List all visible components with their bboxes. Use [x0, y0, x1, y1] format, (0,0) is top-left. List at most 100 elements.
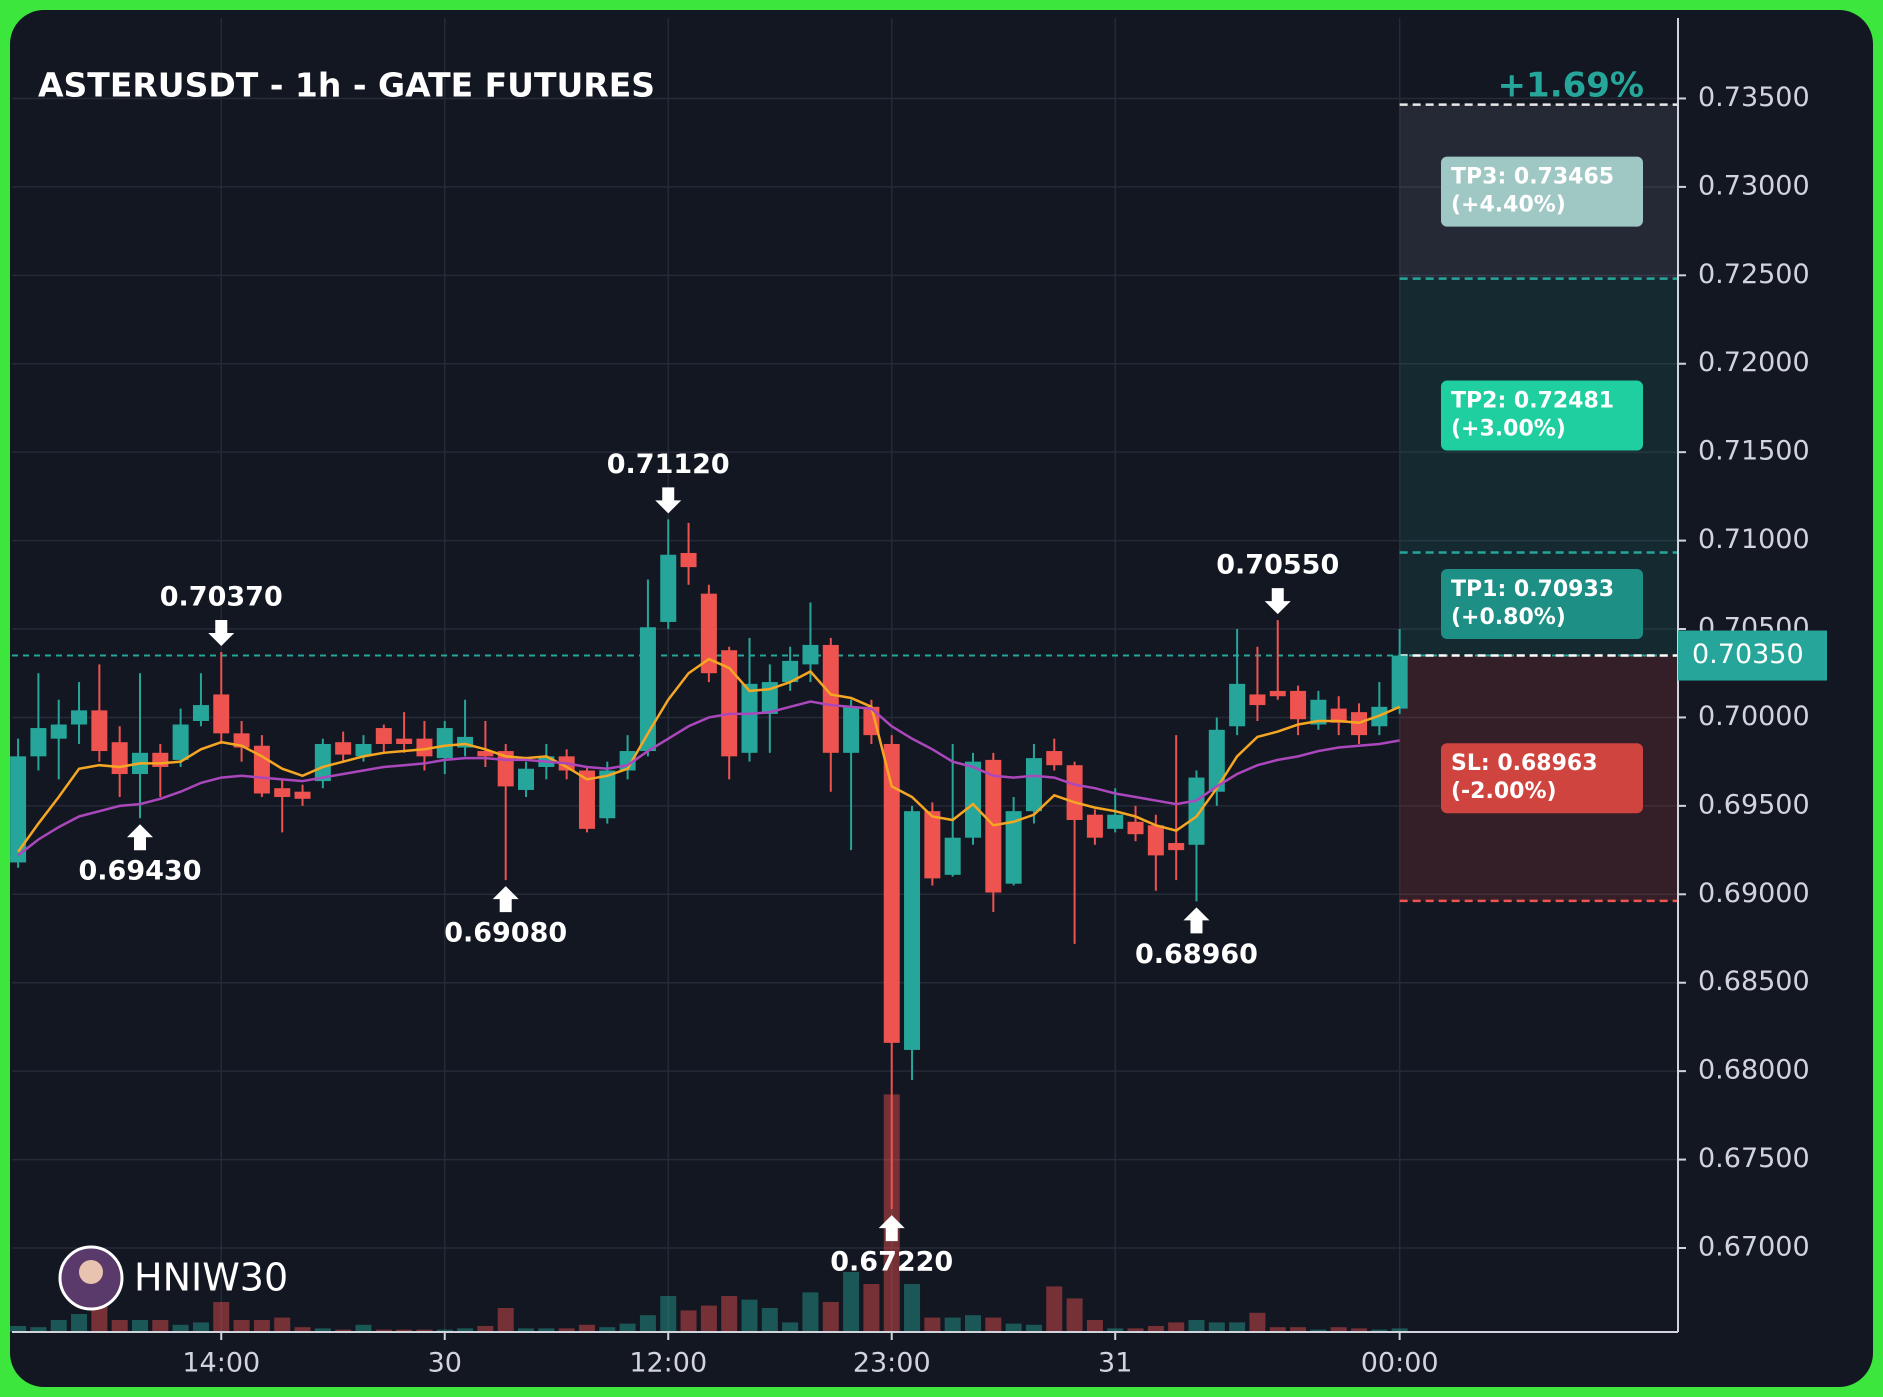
y-tick-label: 0.73500	[1698, 82, 1810, 113]
volume-bar	[355, 1324, 372, 1332]
x-tick-label: 12:00	[629, 1348, 707, 1379]
x-tick-label: 30	[428, 1348, 462, 1379]
candle-body	[660, 554, 677, 622]
volume-bar	[558, 1328, 575, 1332]
candle-body	[274, 788, 291, 798]
candle-body	[192, 705, 209, 721]
candle-body	[1330, 708, 1347, 723]
candle-body	[924, 811, 941, 879]
candle-body	[1391, 655, 1408, 709]
candle-body	[457, 736, 474, 748]
extreme-arrow	[878, 1215, 905, 1242]
volume-bar	[1290, 1327, 1307, 1332]
candle-body	[518, 768, 535, 790]
level-box	[1441, 156, 1643, 227]
candle-body	[721, 650, 738, 757]
candle-body	[1025, 758, 1042, 812]
volume-bar	[497, 1308, 514, 1332]
level-box	[1441, 380, 1643, 451]
candle-body	[1005, 811, 1022, 884]
volume-bar	[639, 1315, 656, 1332]
volume-bar	[822, 1302, 839, 1332]
level-pct: (-2.00%)	[1451, 779, 1557, 804]
volume-bar	[680, 1310, 697, 1332]
candle-body	[375, 728, 392, 744]
level-pct: (+4.40%)	[1451, 193, 1566, 218]
candle-body	[863, 706, 880, 736]
candle-body	[782, 660, 799, 683]
candle-body	[1229, 683, 1246, 727]
y-tick-label: 0.67500	[1698, 1143, 1810, 1174]
moving-average	[17, 700, 1400, 857]
volume-bar	[863, 1284, 880, 1332]
y-tick-label: 0.71000	[1698, 524, 1810, 555]
volume-bar	[578, 1324, 595, 1332]
level-box	[1441, 568, 1643, 639]
candle-body	[1107, 814, 1124, 829]
volume-bar	[1310, 1329, 1327, 1332]
volume-bar	[721, 1296, 738, 1332]
candle-body	[294, 791, 311, 799]
candle-body	[111, 742, 128, 775]
extreme-arrow	[1264, 588, 1291, 615]
volume-bar	[1025, 1324, 1042, 1332]
volume-bar	[1391, 1328, 1408, 1332]
volume-bar	[599, 1327, 616, 1332]
candle-body	[1168, 843, 1185, 851]
candle-body	[1147, 825, 1164, 856]
volume-bar	[294, 1327, 311, 1332]
volume-bar	[1188, 1320, 1205, 1332]
level-label: TP3: 0.73465	[1451, 165, 1614, 190]
extreme-label: 0.70370	[160, 582, 283, 613]
candle-body	[944, 837, 961, 875]
extreme-label: 0.71120	[607, 449, 730, 480]
volume-bar	[152, 1320, 169, 1332]
chart-title: ASTERUSDT - 1h - GATE FUTURES	[38, 66, 655, 105]
volume-bar	[111, 1320, 128, 1332]
level-label: TP2: 0.72481	[1451, 389, 1614, 414]
volume-bar	[192, 1322, 209, 1332]
volume-bar	[782, 1322, 799, 1332]
y-tick-label: 0.68000	[1698, 1055, 1810, 1086]
avatar-face	[79, 1260, 103, 1284]
volume-bar	[1107, 1328, 1124, 1332]
last-price-label: 0.70350	[1692, 639, 1804, 670]
moving-average	[17, 657, 1401, 853]
y-tick-label: 0.69500	[1698, 789, 1810, 820]
volume-bar	[843, 1272, 860, 1332]
candle-body	[335, 742, 352, 755]
volume-bar	[213, 1302, 230, 1332]
volume-bar	[700, 1305, 717, 1332]
volume-bar	[985, 1317, 1002, 1332]
candle-body	[741, 683, 758, 753]
volume-bar	[1127, 1328, 1144, 1332]
level-pct: (+3.00%)	[1451, 417, 1566, 442]
volume-bar	[1229, 1322, 1246, 1332]
volume-bar	[1269, 1327, 1286, 1332]
x-tick-label: 31	[1098, 1348, 1132, 1379]
volume-bar	[924, 1317, 941, 1332]
candle-body	[416, 738, 433, 757]
volume-bar	[50, 1320, 67, 1332]
extreme-arrow	[1183, 907, 1210, 934]
candle-body	[396, 738, 413, 744]
volume-bar	[1086, 1320, 1103, 1332]
y-tick-label: 0.73000	[1698, 170, 1810, 201]
volume-bar	[172, 1324, 189, 1332]
volume-bar	[335, 1329, 352, 1332]
candle-body	[1269, 690, 1286, 697]
candle-body	[10, 756, 27, 863]
candle-body	[1127, 821, 1144, 835]
candle-body	[1066, 765, 1083, 821]
candle-body	[822, 644, 839, 753]
candle-body	[964, 761, 981, 838]
change-label: +1.69%	[1498, 66, 1644, 106]
extreme-arrow	[655, 487, 682, 514]
volume-bar	[1249, 1312, 1266, 1332]
volume-bar	[314, 1328, 331, 1332]
volume-bar	[1351, 1328, 1368, 1332]
volume-bar	[1005, 1323, 1022, 1332]
volume-bar	[416, 1329, 433, 1332]
